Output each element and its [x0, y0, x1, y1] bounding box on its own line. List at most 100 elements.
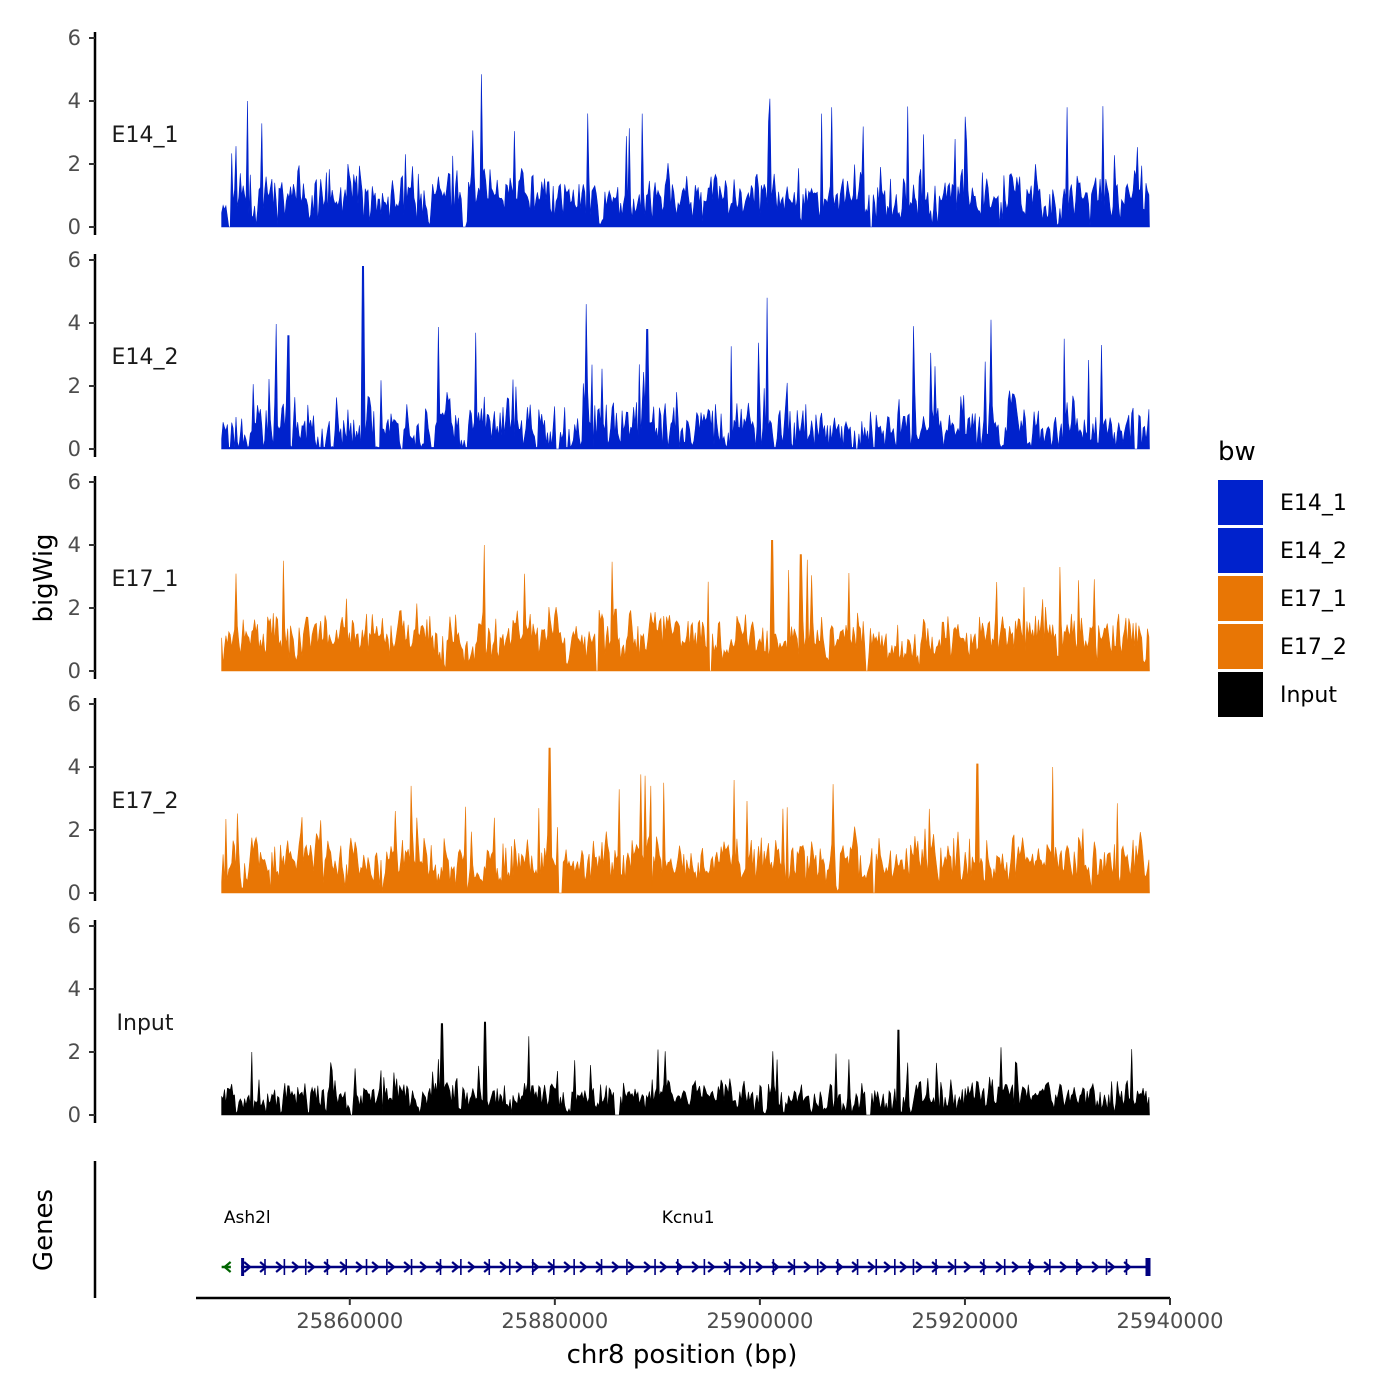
- strand-chevron: [355, 1261, 364, 1273]
- genes-track-title: Genes: [29, 1189, 59, 1271]
- legend-label: Input: [1280, 683, 1337, 708]
- strand-chevron: [707, 1261, 716, 1273]
- strand-chevron: [611, 1261, 620, 1273]
- strand-chevron: [691, 1261, 700, 1273]
- legend-label: E17_2: [1280, 635, 1347, 660]
- strand-chevron: [419, 1261, 428, 1273]
- strand-chevron: [531, 1261, 540, 1273]
- y-tick-label: 0: [68, 881, 81, 905]
- y-tick-label: 2: [68, 1040, 81, 1064]
- y-tick-label: 4: [68, 533, 81, 557]
- strand-chevron: [275, 1261, 284, 1273]
- y-tick-label: 2: [68, 374, 81, 398]
- x-axis: 25860000 25880000 25900000 25920000 25940000: [196, 1296, 1224, 1333]
- track-label-e14-1: E14_1: [112, 123, 179, 148]
- legend: bw E14_1 E14_2 E17_1 E17_2 Input: [1218, 437, 1347, 717]
- strand-chevron: [323, 1261, 332, 1273]
- strand-chevron: [739, 1261, 748, 1273]
- signal-area-e17-2: [221, 747, 1150, 894]
- strand-chevron: [563, 1261, 572, 1273]
- strand-chevron: [499, 1261, 508, 1273]
- strand-chevron: [979, 1261, 988, 1273]
- strand-chevron: [931, 1261, 940, 1273]
- y-tick-label: 0: [68, 215, 81, 239]
- gene-label-ash2l: Ash2l: [224, 1208, 271, 1228]
- track-label-e14-2: E14_2: [112, 345, 179, 370]
- strand-chevron: [1059, 1261, 1068, 1273]
- signal-area-e17-1: [221, 540, 1150, 672]
- legend-label: E14_1: [1280, 491, 1347, 516]
- track-label-e17-2: E17_2: [112, 789, 179, 814]
- y-tick-label: 0: [68, 437, 81, 461]
- legend-swatch: [1218, 480, 1263, 525]
- strand-chevron: [627, 1261, 636, 1273]
- y-tick-label: 2: [68, 818, 81, 842]
- strand-chevron: [995, 1261, 1004, 1273]
- signal-area-e14-2: [221, 266, 1150, 450]
- strand-chevron: [819, 1261, 828, 1273]
- strand-chevron: [963, 1261, 972, 1273]
- strand-chevron: [515, 1261, 524, 1273]
- strand-chevron: [643, 1261, 652, 1273]
- strand-chevron: [371, 1261, 380, 1273]
- strand-chevron: [1075, 1261, 1084, 1273]
- exon-mark: [1145, 1258, 1151, 1276]
- x-tick-label: 25860000: [296, 1309, 403, 1333]
- y-tick-label: 2: [68, 596, 81, 620]
- strand-chevron: [467, 1261, 476, 1273]
- strand-chevron: [435, 1261, 444, 1273]
- strand-chevron: [867, 1261, 876, 1273]
- track-label-input: Input: [117, 1011, 174, 1036]
- y-tick-label: 0: [68, 659, 81, 683]
- strand-chevron: [307, 1261, 316, 1273]
- strand-chevron: [222, 1261, 232, 1273]
- strand-chevron: [291, 1261, 300, 1273]
- strand-chevron: [899, 1261, 908, 1273]
- x-tick-label: 25920000: [912, 1309, 1019, 1333]
- legend-swatch: [1218, 528, 1263, 573]
- legend-label: E17_1: [1280, 587, 1347, 612]
- strand-chevron: [387, 1261, 396, 1273]
- legend-label: E14_2: [1280, 539, 1347, 564]
- strand-chevron: [1011, 1261, 1020, 1273]
- x-tick-label: 25880000: [501, 1309, 608, 1333]
- track-label-e17-1: E17_1: [112, 567, 179, 592]
- strand-chevron: [883, 1261, 892, 1273]
- signal-tracks: 0 2 4 6 E14_1 0 2 4 6 E14_2 0 2 4 6 E17_1 0 2 4 6 E17_2 0 2 4 6…: [68, 26, 1150, 1127]
- strand-chevron: [483, 1261, 492, 1273]
- gene-label-kcnu1: Kcnu1: [662, 1208, 715, 1228]
- legend-swatch: [1218, 672, 1263, 717]
- y-tick-label: 6: [68, 26, 81, 50]
- strand-chevron: [403, 1261, 412, 1273]
- y-tick-label: 4: [68, 311, 81, 335]
- legend-swatch: [1218, 576, 1263, 621]
- strand-chevron: [659, 1261, 668, 1273]
- x-tick-label: 25900000: [706, 1309, 813, 1333]
- signal-area-e14-1: [221, 74, 1150, 228]
- strand-chevron: [803, 1261, 812, 1273]
- exon-mark: [241, 1258, 245, 1276]
- y-tick-label: 0: [68, 1103, 81, 1127]
- x-tick-label: 25940000: [1117, 1309, 1224, 1333]
- y-tick-label: 6: [68, 248, 81, 272]
- y-tick-label: 6: [68, 692, 81, 716]
- legend-swatch: [1218, 624, 1263, 669]
- strand-chevron: [1107, 1261, 1116, 1273]
- y-tick-label: 4: [68, 89, 81, 113]
- y-tick-label: 4: [68, 977, 81, 1001]
- x-axis-title: chr8 position (bp): [567, 1340, 798, 1370]
- y-tick-label: 4: [68, 755, 81, 779]
- strand-chevron: [451, 1261, 460, 1273]
- strand-chevron: [243, 1261, 252, 1273]
- strand-chevron: [915, 1261, 924, 1273]
- strand-chevron: [947, 1261, 956, 1273]
- y-tick-label: 2: [68, 152, 81, 176]
- strand-chevron: [755, 1261, 764, 1273]
- y-tick-label: 6: [68, 470, 81, 494]
- legend-title: bw: [1218, 437, 1256, 467]
- gene-track: Ash2l Kcnu1: [93, 1161, 1151, 1298]
- y-axis-title: bigWig: [29, 533, 59, 622]
- strand-chevron: [579, 1261, 588, 1273]
- strand-chevron: [1091, 1261, 1100, 1273]
- y-tick-label: 6: [68, 914, 81, 938]
